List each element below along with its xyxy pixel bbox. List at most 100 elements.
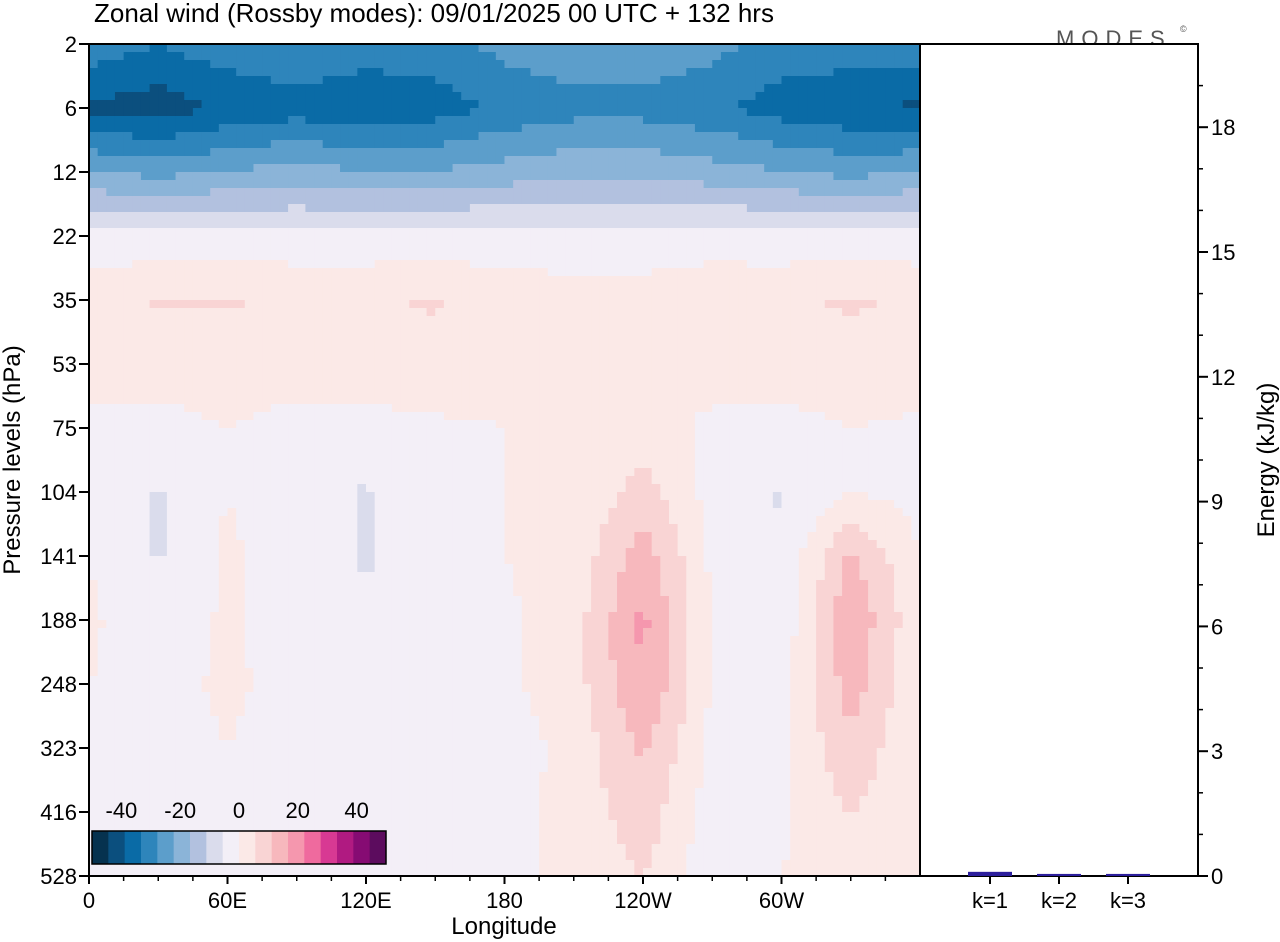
heatmap-cell [469,452,480,461]
heatmap-cell [746,196,757,205]
heatmap-cell [114,404,125,413]
heatmap-cell [824,172,835,181]
heatmap-cell [409,60,419,69]
heatmap-cell [322,380,332,389]
heatmap-cell [807,404,817,413]
heatmap-cell [400,356,410,365]
heatmap-cell [634,364,644,373]
heatmap-cell [391,148,402,157]
heatmap-cell [807,124,817,133]
heatmap-cell [738,124,748,133]
heatmap-cell [132,188,142,197]
heatmap-cell [166,372,177,381]
heatmap-cell [132,196,142,205]
heatmap-cell [417,68,428,77]
heatmap-cell [89,116,99,125]
heatmap-cell [469,404,480,413]
heatmap-cell [894,116,904,125]
heatmap-cell [158,148,168,157]
heatmap-cell [781,380,791,389]
heatmap-cell [599,44,609,53]
heatmap-cell [591,284,601,293]
heatmap-cell [132,364,142,373]
heatmap-cell [123,356,133,365]
heatmap-cell [911,244,921,253]
heatmap-cell [591,68,601,77]
heatmap-cell [166,396,177,405]
heatmap-cell [175,340,185,349]
heatmap-cell [270,284,281,293]
heatmap-cell [608,444,618,453]
heatmap-cell [850,252,861,261]
heatmap-cell [738,268,748,277]
heatmap-cell [218,420,229,429]
heatmap-cell [660,340,670,349]
heatmap-cell [314,108,324,117]
heatmap-cell [374,124,384,133]
heatmap-cell [599,420,609,429]
heatmap-cell [236,52,246,61]
heatmap-cell [807,364,817,373]
heatmap-cell [236,268,246,277]
heatmap-cell [764,428,774,437]
heatmap-cell [634,268,644,277]
heatmap-cell [539,356,549,365]
heatmap-cell [487,52,497,61]
heatmap-cell [366,308,376,317]
heatmap-cell [443,84,454,93]
heatmap-cell [305,356,315,365]
heatmap-cell [720,428,731,437]
heatmap-cell [391,404,402,413]
heatmap-cell [244,68,255,77]
heatmap-cell [262,340,272,349]
heatmap-cell [478,132,488,141]
heatmap-cell [504,124,514,133]
heatmap-cell [643,332,653,341]
heatmap-cell [729,412,739,421]
heatmap-cell [660,196,670,205]
heatmap-cell [668,68,679,77]
heatmap-cell [539,52,549,61]
heatmap-cell [227,396,237,405]
heatmap-cell [798,180,809,189]
heatmap-cell [625,420,635,429]
heatmap-cell [694,292,705,301]
heatmap-cell [565,44,575,53]
heatmap-cell [192,188,203,197]
heatmap-cell [435,156,445,165]
heatmap-cell [824,276,835,285]
heatmap-cell [391,364,402,373]
heatmap-cell [712,84,722,93]
heatmap-cell [89,212,99,221]
heatmap-cell [469,260,480,269]
heatmap-cell [409,348,419,357]
heatmap-cell [591,212,601,221]
heatmap-cell [755,396,765,405]
heatmap-cell [573,356,584,365]
heatmap-cell [790,444,800,453]
heatmap-cell [452,100,462,109]
heatmap-cell [89,404,99,413]
heatmap-cell [608,388,618,397]
heatmap-cell [140,196,151,205]
heatmap-cell [850,284,861,293]
heatmap-cell [556,300,566,309]
heatmap-cell [114,452,125,461]
heatmap-cell [314,300,324,309]
heatmap-cell [643,348,653,357]
heatmap-cell [876,380,886,389]
heatmap-cell [885,388,895,397]
heatmap-cell [253,76,263,85]
heatmap-cell [764,380,774,389]
heatmap-cell [409,92,419,101]
heatmap-cell [816,340,826,349]
heatmap-cell [366,428,376,437]
heatmap-cell [668,84,679,93]
heatmap-cell [824,396,835,405]
heatmap-cell [236,92,246,101]
heatmap-cell [227,388,237,397]
heatmap-cell [331,84,341,93]
heatmap-cell [573,300,584,309]
heatmap-cell [244,324,255,333]
heatmap-cell [539,284,549,293]
